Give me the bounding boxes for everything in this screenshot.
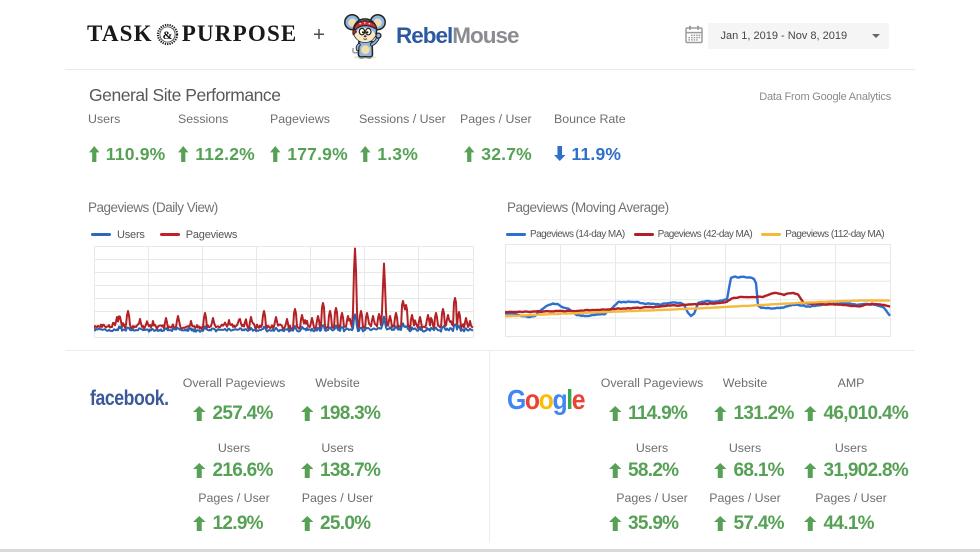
svg-text:&: & [162, 27, 172, 41]
